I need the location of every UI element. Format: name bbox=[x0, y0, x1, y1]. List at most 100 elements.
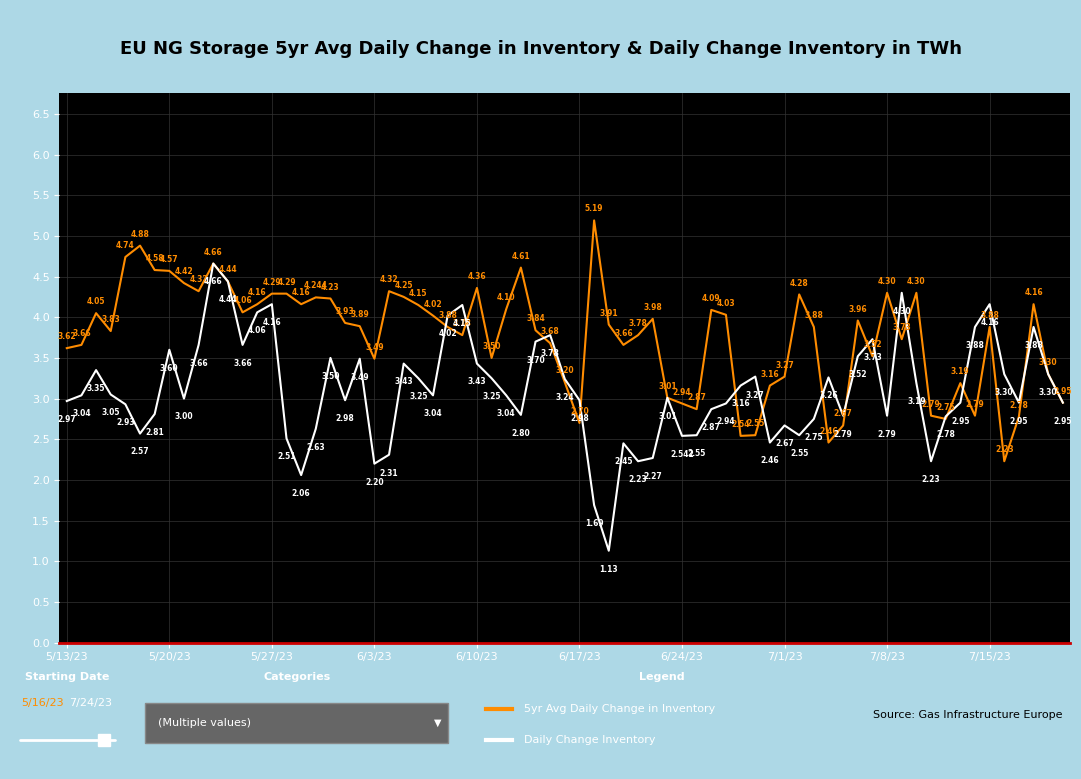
Text: 2.80: 2.80 bbox=[511, 428, 531, 438]
Text: 2.54: 2.54 bbox=[732, 420, 750, 429]
Text: ▼: ▼ bbox=[435, 718, 442, 728]
Text: 3.50: 3.50 bbox=[482, 342, 501, 351]
Text: 3.66: 3.66 bbox=[189, 359, 208, 368]
Text: 2.23: 2.23 bbox=[922, 475, 940, 484]
Text: 2.97: 2.97 bbox=[57, 415, 76, 424]
Text: 4.16: 4.16 bbox=[263, 318, 281, 327]
Text: 2.87: 2.87 bbox=[702, 423, 721, 432]
Text: 4.66: 4.66 bbox=[204, 277, 223, 287]
Text: 3.78: 3.78 bbox=[629, 319, 648, 328]
Text: 4.10: 4.10 bbox=[497, 293, 516, 302]
Text: 3.91: 3.91 bbox=[600, 308, 618, 318]
Text: Legend: Legend bbox=[639, 671, 685, 682]
Text: 4.58: 4.58 bbox=[145, 254, 164, 263]
Text: 4.42: 4.42 bbox=[175, 267, 193, 276]
Text: 2.46: 2.46 bbox=[761, 456, 779, 465]
Text: 3.16: 3.16 bbox=[731, 400, 750, 408]
Text: 2.78: 2.78 bbox=[1010, 400, 1028, 410]
Text: 2.46: 2.46 bbox=[819, 427, 838, 435]
Text: EU NG Storage 5yr Avg Daily Change in Inventory & Daily Change Inventory in TWh: EU NG Storage 5yr Avg Daily Change in In… bbox=[120, 40, 961, 58]
Text: 4.06: 4.06 bbox=[248, 326, 267, 335]
Text: 3.66: 3.66 bbox=[72, 329, 91, 338]
Text: 2.75: 2.75 bbox=[804, 433, 823, 442]
Text: 3.66: 3.66 bbox=[614, 329, 632, 338]
Text: 3.88: 3.88 bbox=[438, 311, 457, 320]
Text: 4.16: 4.16 bbox=[292, 288, 310, 298]
Text: 3.49: 3.49 bbox=[365, 343, 384, 352]
Text: 2.542: 2.542 bbox=[670, 449, 694, 459]
Text: 1.13: 1.13 bbox=[600, 565, 618, 573]
Text: 3.93: 3.93 bbox=[336, 307, 355, 316]
Text: 4.06: 4.06 bbox=[233, 296, 252, 305]
Text: 2.79: 2.79 bbox=[833, 429, 853, 439]
Text: 2.78: 2.78 bbox=[936, 430, 956, 439]
Text: 3.43: 3.43 bbox=[395, 378, 413, 386]
Text: 3.70: 3.70 bbox=[526, 355, 545, 365]
Text: 4.23: 4.23 bbox=[321, 283, 339, 291]
Text: 4.30: 4.30 bbox=[907, 277, 925, 286]
Text: 4.74: 4.74 bbox=[116, 241, 135, 250]
Text: 4.44: 4.44 bbox=[218, 295, 237, 305]
Text: 3.01: 3.01 bbox=[658, 382, 677, 391]
Text: 2.98: 2.98 bbox=[570, 414, 589, 423]
Text: 2.95: 2.95 bbox=[1054, 386, 1072, 396]
Text: 2.55: 2.55 bbox=[746, 419, 764, 428]
Text: 4.61: 4.61 bbox=[511, 252, 530, 261]
Text: 3.88: 3.88 bbox=[804, 311, 824, 320]
Text: 4.32: 4.32 bbox=[379, 275, 399, 284]
Text: 1.69: 1.69 bbox=[585, 519, 603, 528]
Text: Daily Change Inventory: Daily Change Inventory bbox=[524, 735, 655, 745]
Text: 4.32: 4.32 bbox=[189, 275, 208, 284]
Text: 4.02: 4.02 bbox=[438, 330, 457, 339]
Text: 3.73: 3.73 bbox=[863, 353, 882, 362]
Text: 4.66: 4.66 bbox=[204, 248, 223, 256]
Text: 2.79: 2.79 bbox=[922, 400, 940, 409]
Text: 3.25: 3.25 bbox=[482, 392, 501, 401]
Text: 3.98: 3.98 bbox=[643, 303, 662, 312]
Text: 3.30: 3.30 bbox=[1039, 358, 1057, 367]
Text: 2.20: 2.20 bbox=[365, 478, 384, 487]
Text: 2.23: 2.23 bbox=[629, 475, 648, 484]
Text: 4.25: 4.25 bbox=[395, 281, 413, 290]
Text: 3.01: 3.01 bbox=[658, 411, 677, 421]
Text: 5/16/23: 5/16/23 bbox=[22, 699, 64, 708]
Text: 4.16: 4.16 bbox=[980, 318, 999, 327]
Text: 4.244: 4.244 bbox=[304, 281, 328, 291]
Text: 2.87: 2.87 bbox=[688, 393, 706, 402]
Text: 2.94: 2.94 bbox=[672, 387, 692, 397]
Text: 4.30: 4.30 bbox=[893, 307, 911, 315]
Text: 3.26: 3.26 bbox=[819, 391, 838, 400]
Text: 2.93: 2.93 bbox=[116, 418, 135, 427]
Text: 2.23: 2.23 bbox=[995, 446, 1014, 454]
Text: 3.19: 3.19 bbox=[951, 367, 970, 376]
Text: Categories: Categories bbox=[263, 671, 331, 682]
Text: 2.27: 2.27 bbox=[643, 472, 662, 481]
Text: 3.43: 3.43 bbox=[468, 378, 486, 386]
Text: 4.03: 4.03 bbox=[717, 299, 735, 308]
Text: 3.50: 3.50 bbox=[321, 372, 339, 381]
Text: 4.16: 4.16 bbox=[248, 288, 267, 298]
Text: 3.68: 3.68 bbox=[540, 327, 560, 337]
Text: 4.28: 4.28 bbox=[790, 279, 809, 287]
Text: 3.66: 3.66 bbox=[233, 359, 252, 368]
Text: 3.30: 3.30 bbox=[995, 388, 1014, 397]
Text: 2.94: 2.94 bbox=[717, 418, 735, 426]
Text: 3.78: 3.78 bbox=[540, 349, 560, 358]
Text: 3.04: 3.04 bbox=[497, 409, 516, 418]
Text: 3.96: 3.96 bbox=[849, 305, 867, 313]
Text: 3.20: 3.20 bbox=[556, 366, 574, 375]
Text: Starting Date: Starting Date bbox=[25, 671, 110, 682]
Text: 4.09: 4.09 bbox=[702, 294, 721, 303]
Text: 3.62: 3.62 bbox=[57, 332, 76, 341]
Text: 3.88: 3.88 bbox=[980, 311, 999, 320]
Text: 4.02: 4.02 bbox=[424, 300, 442, 308]
Text: 3.04: 3.04 bbox=[72, 409, 91, 418]
Text: 2.63: 2.63 bbox=[307, 442, 325, 452]
Text: 3.52: 3.52 bbox=[849, 370, 867, 379]
Text: 4.30: 4.30 bbox=[878, 277, 896, 286]
Text: 3.83: 3.83 bbox=[102, 315, 120, 324]
Text: 2.45: 2.45 bbox=[614, 457, 632, 466]
Text: 2.67: 2.67 bbox=[775, 439, 793, 449]
Text: 2.79: 2.79 bbox=[965, 400, 985, 409]
Text: 4.36: 4.36 bbox=[468, 272, 486, 281]
